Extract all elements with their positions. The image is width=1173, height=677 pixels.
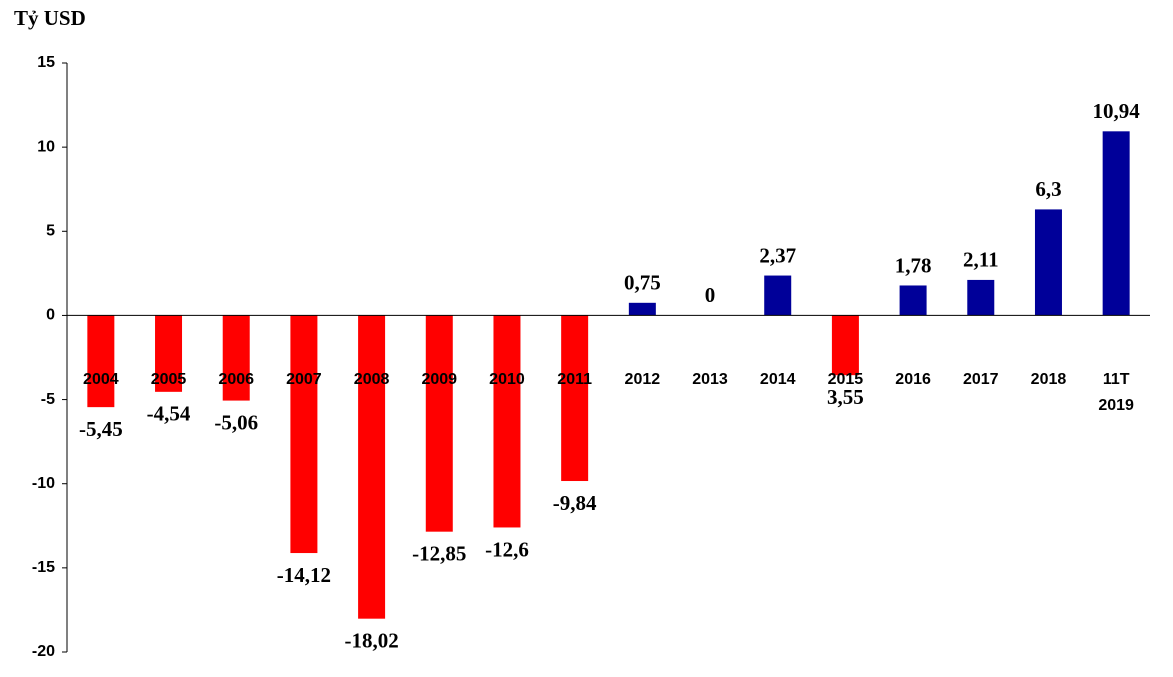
value-label: -12,6 xyxy=(485,537,529,561)
x-tick-label: 2014 xyxy=(760,371,796,388)
y-tick-label: 5 xyxy=(46,223,55,240)
x-tick-label: 2010 xyxy=(489,371,525,388)
x-tick-label: 2012 xyxy=(625,371,661,388)
x-tick-label: 2006 xyxy=(218,371,254,388)
bar xyxy=(899,285,927,316)
value-label: 1,78 xyxy=(895,253,932,277)
value-label: -5,45 xyxy=(79,417,123,441)
x-tick-label: 2007 xyxy=(286,371,322,388)
bar xyxy=(290,315,318,554)
value-label: -4,54 xyxy=(147,402,191,426)
value-label: 10,94 xyxy=(1093,99,1141,123)
bar xyxy=(87,315,115,408)
bar xyxy=(561,315,589,482)
bar xyxy=(222,315,250,401)
x-tick-label: 2016 xyxy=(895,371,931,388)
y-tick-label: 10 xyxy=(37,138,55,155)
bar xyxy=(831,315,859,376)
y-tick-label: 15 xyxy=(37,54,55,71)
value-label: -14,12 xyxy=(277,563,331,587)
x-tick-label: 2009 xyxy=(421,371,457,388)
bar xyxy=(764,275,792,316)
bar xyxy=(493,315,521,528)
bar xyxy=(358,315,386,619)
value-label: 6,3 xyxy=(1035,177,1061,201)
y-tick-label: 0 xyxy=(46,307,55,324)
value-label: 2,37 xyxy=(759,243,796,267)
x-tick-label: 2005 xyxy=(151,371,187,388)
x-tick-label: 2013 xyxy=(692,371,728,388)
x-tick-label: 2017 xyxy=(963,371,999,388)
x-tick-label: 2015 xyxy=(828,371,864,388)
value-label: 3,55 xyxy=(827,385,864,409)
value-label: -5,06 xyxy=(214,410,258,434)
chart-title: Tỷ USD xyxy=(14,6,86,30)
y-tick-label: -15 xyxy=(32,559,55,576)
bar xyxy=(628,302,656,316)
x-tick-label: 11T 2019 xyxy=(1098,371,1134,414)
x-tick-label: 2004 xyxy=(83,371,119,388)
value-label: 0,75 xyxy=(624,271,661,295)
y-tick-label: -20 xyxy=(32,643,55,660)
x-tick-label: 2008 xyxy=(354,371,390,388)
bar xyxy=(967,279,995,316)
x-tick-label: 2018 xyxy=(1031,371,1067,388)
value-label: 2,11 xyxy=(963,248,999,272)
bar xyxy=(155,315,183,392)
bar xyxy=(1102,131,1130,316)
y-tick-label: -10 xyxy=(32,475,55,492)
value-label: 0 xyxy=(705,283,716,307)
x-tick-label: 2011 xyxy=(557,371,592,388)
bar xyxy=(1034,209,1062,316)
value-label: -9,84 xyxy=(553,491,597,515)
value-label: -12,85 xyxy=(412,541,466,565)
bar xyxy=(425,315,453,532)
value-label: -18,02 xyxy=(344,628,398,652)
y-tick-label: -5 xyxy=(41,391,55,408)
